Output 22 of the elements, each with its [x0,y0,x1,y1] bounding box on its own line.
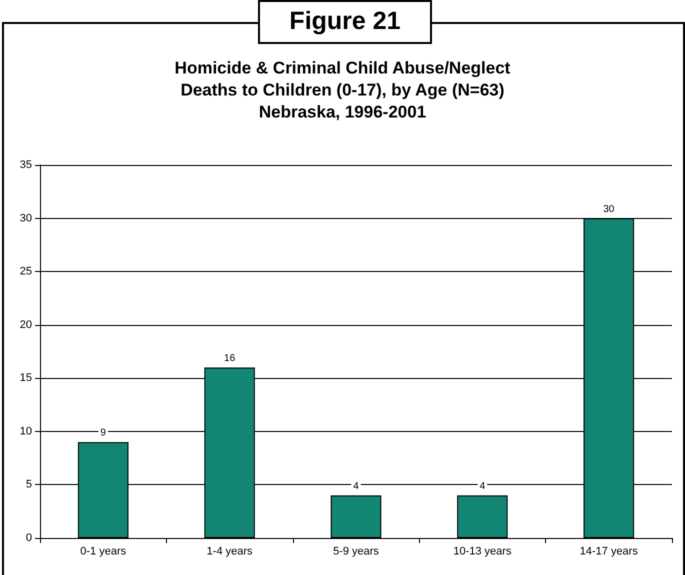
x-tick-label: 5-9 years [333,546,380,558]
chart-title: Homicide & Criminal Child Abuse/Neglect Deaths to Children (0-17), by Age (N=63) Nebraska, 1996-2001 [174,58,511,122]
data-label: 4 [353,480,360,492]
y-tick-label: 10 [20,425,32,438]
x-tick-label: 10-13 years [453,546,512,558]
y-tick-label: 30 [20,212,32,224]
x-tick-label: 1-4 years [206,546,254,558]
data-label: 16 [224,352,236,364]
y-tick-label: 5 [26,478,32,491]
data-label: 30 [603,204,615,215]
x-tick-label: 14-17 years [580,546,638,558]
y-tick-label: 20 [20,318,32,331]
x-tick-label: 0-1 years [80,546,127,558]
caption: Figure 21 [258,0,432,44]
data-label: 9 [100,428,106,439]
y-tick-label: 15 [20,372,32,384]
y-tick-label: 35 [20,159,32,171]
y-tick-label: 25 [20,266,32,278]
bar [457,495,508,538]
bar [330,495,382,538]
data-label: 4 [480,480,486,492]
y-tick-label: 0 [26,532,32,544]
